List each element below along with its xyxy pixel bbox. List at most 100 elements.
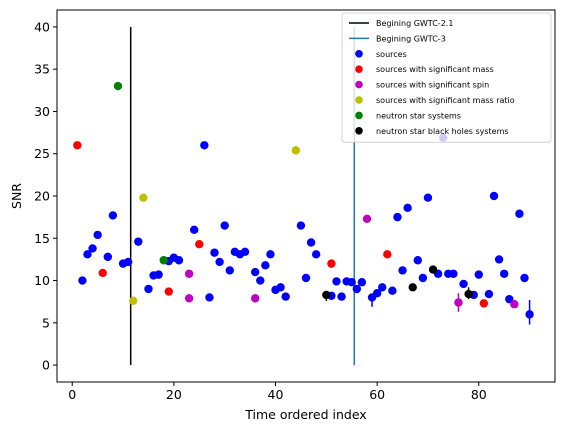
- data-point: [256, 276, 265, 285]
- data-point: [184, 269, 194, 278]
- data-point: [393, 212, 402, 222]
- data-point: [184, 294, 194, 303]
- data-point: [276, 283, 285, 292]
- y-tick-label: 25: [34, 146, 50, 161]
- data-point: [418, 273, 428, 283]
- legend-entry-label: neutron star systems: [376, 111, 461, 120]
- data-point: [210, 248, 219, 257]
- data-point: [408, 283, 417, 292]
- legend-entry-label: Begining GWTC-3: [376, 34, 446, 43]
- data-point: [154, 270, 163, 279]
- data-point: [139, 193, 148, 202]
- data-point: [428, 265, 438, 274]
- data-point: [78, 276, 87, 285]
- y-tick-label: 0: [42, 358, 50, 373]
- data-point: [134, 237, 143, 246]
- y-tick-label: 20: [34, 189, 50, 204]
- data-point: [515, 209, 524, 218]
- legend-dot-swatch: [355, 80, 363, 89]
- legend-entry-label: sources with significant mass ratio: [376, 96, 515, 105]
- x-tick-label: 0: [68, 387, 76, 402]
- axes-ticks: 0 20 40 60 80 0 5 10 15 20 25 30 35 40: [34, 19, 487, 402]
- x-tick-label: 20: [166, 387, 182, 402]
- data-point: [510, 300, 519, 309]
- data-point: [378, 283, 387, 292]
- legend-frame: [341, 12, 552, 143]
- data-point: [164, 287, 173, 296]
- data-point: [98, 268, 107, 278]
- y-axis-label: SNR: [9, 183, 24, 209]
- data-point: [129, 296, 138, 306]
- data-point: [403, 203, 412, 213]
- data-point: [454, 298, 463, 307]
- data-point: [327, 259, 336, 268]
- data-point: [220, 221, 229, 230]
- y-tick-label: 15: [34, 231, 50, 246]
- data-point: [144, 284, 153, 294]
- legend-dot-swatch: [355, 50, 363, 58]
- data-point: [357, 278, 367, 287]
- data-point: [494, 255, 504, 264]
- data-point: [88, 244, 97, 253]
- data-point: [499, 269, 509, 278]
- data-point: [250, 294, 260, 303]
- legend: Begining GWTC-2.1 Begining GWTC-3 sources s…: [341, 12, 552, 143]
- data-point: [388, 286, 397, 295]
- x-tick-label: 80: [471, 387, 487, 402]
- x-tick-label: 60: [369, 387, 385, 402]
- legend-dot-swatch: [355, 111, 363, 120]
- data-point: [311, 250, 321, 259]
- data-point: [266, 250, 275, 259]
- data-point: [322, 290, 331, 300]
- data-point: [281, 292, 290, 301]
- data-point: [93, 230, 102, 240]
- legend-dot-swatch: [355, 96, 363, 104]
- data-point: [306, 238, 316, 247]
- y-tick-label: 40: [34, 19, 50, 34]
- data-point: [372, 289, 382, 298]
- data-point: [190, 225, 199, 235]
- data-point: [520, 273, 529, 283]
- data-point: [113, 81, 123, 91]
- data-point: [484, 289, 494, 299]
- legend-entry-label: sources with significant mass: [376, 65, 494, 74]
- data-point: [347, 278, 356, 287]
- data-point: [195, 239, 204, 249]
- data-point: [423, 193, 433, 202]
- data-point: [464, 289, 473, 299]
- y-tick-label: 35: [34, 62, 50, 77]
- data-point: [215, 257, 224, 267]
- y-tick-label: 5: [42, 315, 50, 330]
- data-point: [261, 261, 270, 270]
- data-point: [83, 250, 92, 259]
- data-point: [449, 269, 458, 278]
- y-tick-label: 10: [34, 273, 50, 288]
- data-point: [332, 277, 341, 286]
- data-point: [291, 146, 301, 155]
- data-point: [337, 292, 346, 301]
- data-point: [505, 294, 514, 304]
- data-point: [296, 221, 306, 230]
- legend-entry-label: sources with significant spin: [376, 81, 489, 90]
- data-point: [225, 266, 234, 275]
- data-point: [174, 256, 184, 265]
- data-point: [459, 279, 468, 289]
- data-point: [352, 284, 362, 294]
- data-point: [103, 252, 113, 262]
- legend-entry-label: Begining GWTC-2.1: [376, 19, 453, 28]
- x-axis-label: Time ordered index: [244, 407, 366, 422]
- legend-entry-label: sources: [376, 50, 407, 59]
- data-point: [73, 141, 82, 150]
- data-point: [123, 257, 133, 267]
- data-point: [474, 270, 483, 279]
- data-point: [301, 273, 311, 283]
- plot-area: [73, 26, 534, 366]
- legend-dot-swatch: [355, 65, 363, 73]
- data-point: [108, 211, 118, 220]
- legend-entry-label: neutron star black holes systems: [376, 127, 509, 136]
- data-point: [479, 299, 489, 308]
- data-point: [383, 250, 392, 259]
- x-tick-label: 40: [268, 387, 284, 402]
- legend-dot-swatch: [355, 127, 363, 135]
- data-point: [250, 267, 260, 277]
